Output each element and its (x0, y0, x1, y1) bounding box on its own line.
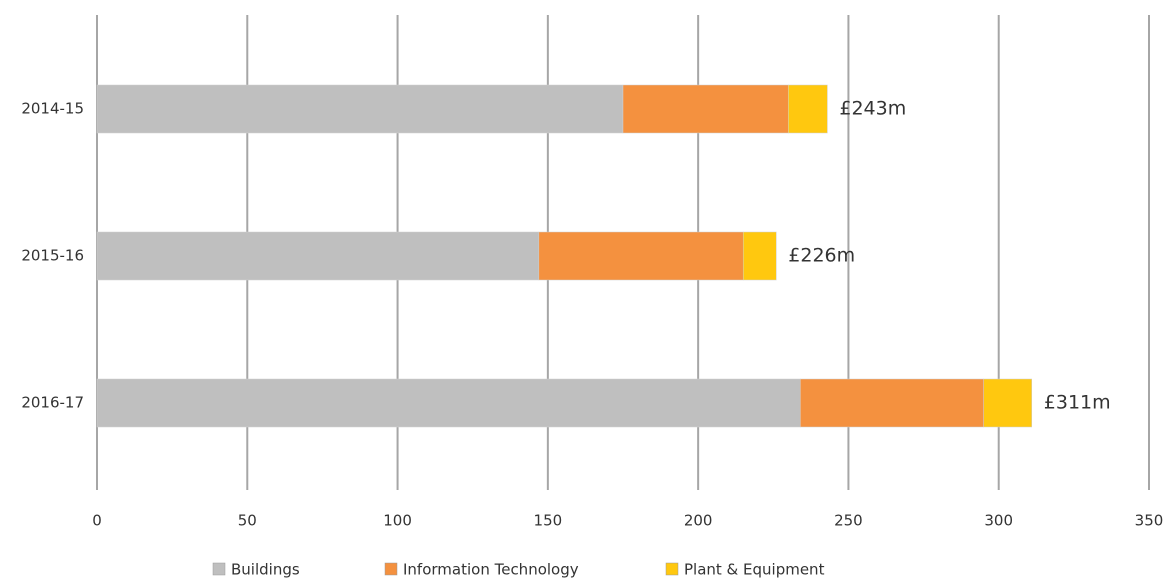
y-tick-label: 2016-17 (21, 394, 84, 412)
legend-swatch (212, 562, 226, 576)
y-tick-label: 2015-16 (21, 247, 84, 265)
bar-segment (800, 378, 984, 428)
legend-label: Information Technology (403, 561, 579, 579)
total-label: £226m (788, 245, 855, 267)
x-tick-label: 0 (92, 512, 102, 530)
bar-segment (742, 231, 777, 281)
legend-swatch (384, 562, 398, 576)
x-tick-label: 350 (1135, 512, 1164, 530)
bar-segment (96, 84, 624, 134)
bar-segment (96, 231, 540, 281)
x-tick-label: 100 (383, 512, 412, 530)
legend-label: Buildings (231, 561, 300, 579)
bar-segment (96, 378, 801, 428)
x-tick-label: 250 (834, 512, 863, 530)
bar-segment (538, 231, 744, 281)
legend-swatch (665, 562, 679, 576)
bar-segment (622, 84, 789, 134)
bar-segment (983, 378, 1033, 428)
y-tick-label: 2014-15 (21, 100, 84, 118)
x-tick-label: 150 (534, 512, 563, 530)
total-label: £243m (839, 98, 906, 120)
legend-label: Plant & Equipment (684, 561, 825, 579)
x-tick-label: 300 (984, 512, 1013, 530)
x-tick-label: 50 (238, 512, 257, 530)
x-tick-label: 200 (684, 512, 713, 530)
total-label: £311m (1044, 392, 1111, 414)
bar-segment (788, 84, 828, 134)
